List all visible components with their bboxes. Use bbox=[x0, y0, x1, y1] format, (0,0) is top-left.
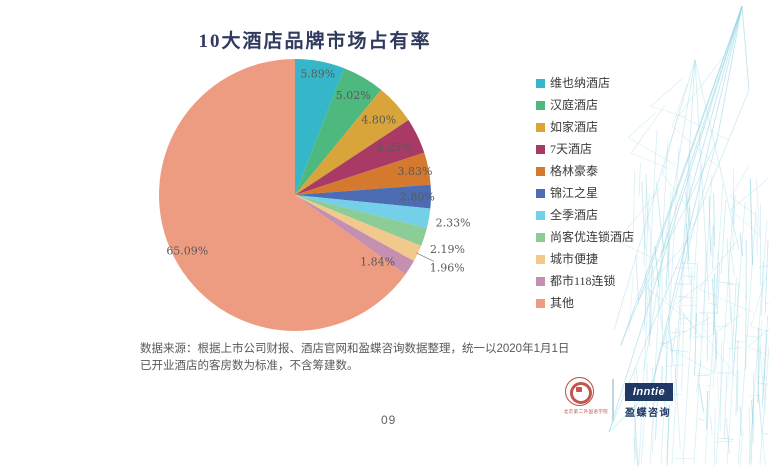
pie-slice-10 bbox=[159, 59, 406, 332]
pie-label-9: 1.84% bbox=[360, 256, 395, 269]
legend-label: 全季酒店 bbox=[550, 208, 599, 222]
pie-slice-0 bbox=[295, 59, 345, 195]
source-note: 数据来源：根据上市公司财报、酒店官网和盈蝶咨询数据整理，统一以2020年1月1日… bbox=[140, 343, 570, 372]
legend-swatch-icon bbox=[536, 233, 545, 242]
legend-swatch-icon bbox=[536, 79, 545, 88]
pie-label-6: 2.33% bbox=[436, 217, 471, 230]
pie-slice-2 bbox=[295, 89, 409, 195]
legend-item-5: 锦江之星 bbox=[536, 187, 634, 200]
legend-item-8: 城市便捷 bbox=[536, 253, 634, 266]
page-number: 09 bbox=[381, 413, 397, 427]
pie-slice-9 bbox=[295, 195, 414, 275]
label-leader-line bbox=[416, 252, 434, 262]
university-seal-logo: 北京第二外国语学院 bbox=[562, 377, 609, 417]
pie-label-7: 2.19% bbox=[430, 243, 465, 256]
legend-label: 汉庭酒店 bbox=[550, 98, 599, 112]
legend-swatch-icon bbox=[536, 211, 545, 220]
legend-label: 城市便捷 bbox=[550, 252, 599, 266]
pie-slice-7 bbox=[295, 195, 427, 246]
legend: 维也纳酒店汉庭酒店如家酒店 7天酒店格林豪泰锦江之星全季酒店尚客优连锁酒店 城市便捷… bbox=[536, 77, 634, 319]
logo-divider bbox=[612, 379, 614, 421]
legend-swatch-icon bbox=[536, 123, 545, 132]
pie-label-3: 4.25% bbox=[377, 141, 412, 154]
pie-label-0: 5.89% bbox=[300, 67, 335, 80]
pie-label-1: 5.02% bbox=[336, 89, 371, 102]
legend-label: 其他 bbox=[550, 296, 575, 310]
pie-label-5: 2.80% bbox=[400, 191, 435, 204]
legend-swatch-icon bbox=[536, 255, 545, 264]
legend-label: 如家酒店 bbox=[550, 120, 599, 134]
legend-item-10: 其他 bbox=[536, 297, 634, 310]
pie-slice-3 bbox=[295, 120, 425, 195]
legend-swatch-icon bbox=[536, 101, 545, 110]
legend-swatch-icon bbox=[536, 299, 545, 308]
inntie-name-cn: 盈蝶咨询 bbox=[625, 408, 671, 419]
legend-item-0: 维也纳酒店 bbox=[536, 77, 634, 90]
inntie-logo: Inntie 盈蝶咨询 bbox=[625, 383, 675, 419]
pie-slice-8 bbox=[295, 195, 422, 262]
legend-label: 锦江之星 bbox=[550, 186, 599, 200]
pie-label-4: 3.83% bbox=[398, 165, 433, 178]
pie-label-8: 1.96% bbox=[430, 262, 465, 275]
legend-item-9: 都市118连锁 bbox=[536, 275, 634, 288]
legend-label: 维也纳酒店 bbox=[550, 76, 611, 90]
legend-label: 都市118连锁 bbox=[550, 274, 616, 288]
legend-item-4: 格林豪泰 bbox=[536, 165, 634, 178]
legend-swatch-icon bbox=[536, 167, 545, 176]
legend-item-7: 尚客优连锁酒店 bbox=[536, 231, 634, 244]
legend-item-1: 汉庭酒店 bbox=[536, 99, 634, 112]
pie-slice-4 bbox=[295, 152, 431, 195]
legend-swatch-icon bbox=[536, 277, 545, 286]
pie-label-2: 4.80% bbox=[361, 113, 396, 126]
inntie-wordmark: Inntie bbox=[625, 383, 673, 401]
legend-item-2: 如家酒店 bbox=[536, 121, 634, 134]
legend-swatch-icon bbox=[536, 145, 545, 154]
legend-label: 尚客优连锁酒店 bbox=[550, 230, 635, 244]
legend-item-3: 7天酒店 bbox=[536, 143, 634, 156]
building-sketch-background bbox=[608, 5, 769, 466]
legend-item-6: 全季酒店 bbox=[536, 209, 634, 222]
university-seal-text: 北京第二外国语学院 bbox=[563, 409, 609, 415]
pie-slice-5 bbox=[295, 184, 432, 209]
seal-emblem-icon bbox=[564, 377, 594, 406]
chart-title: 10大酒店品牌市场占有率 bbox=[198, 31, 432, 52]
legend-swatch-icon bbox=[536, 189, 545, 198]
pie-slice-6 bbox=[295, 195, 431, 229]
legend-label: 7天酒店 bbox=[550, 142, 593, 156]
pie-slice-1 bbox=[295, 68, 382, 195]
legend-label: 格林豪泰 bbox=[550, 164, 599, 178]
pie-label-10: 65.09% bbox=[166, 244, 208, 257]
